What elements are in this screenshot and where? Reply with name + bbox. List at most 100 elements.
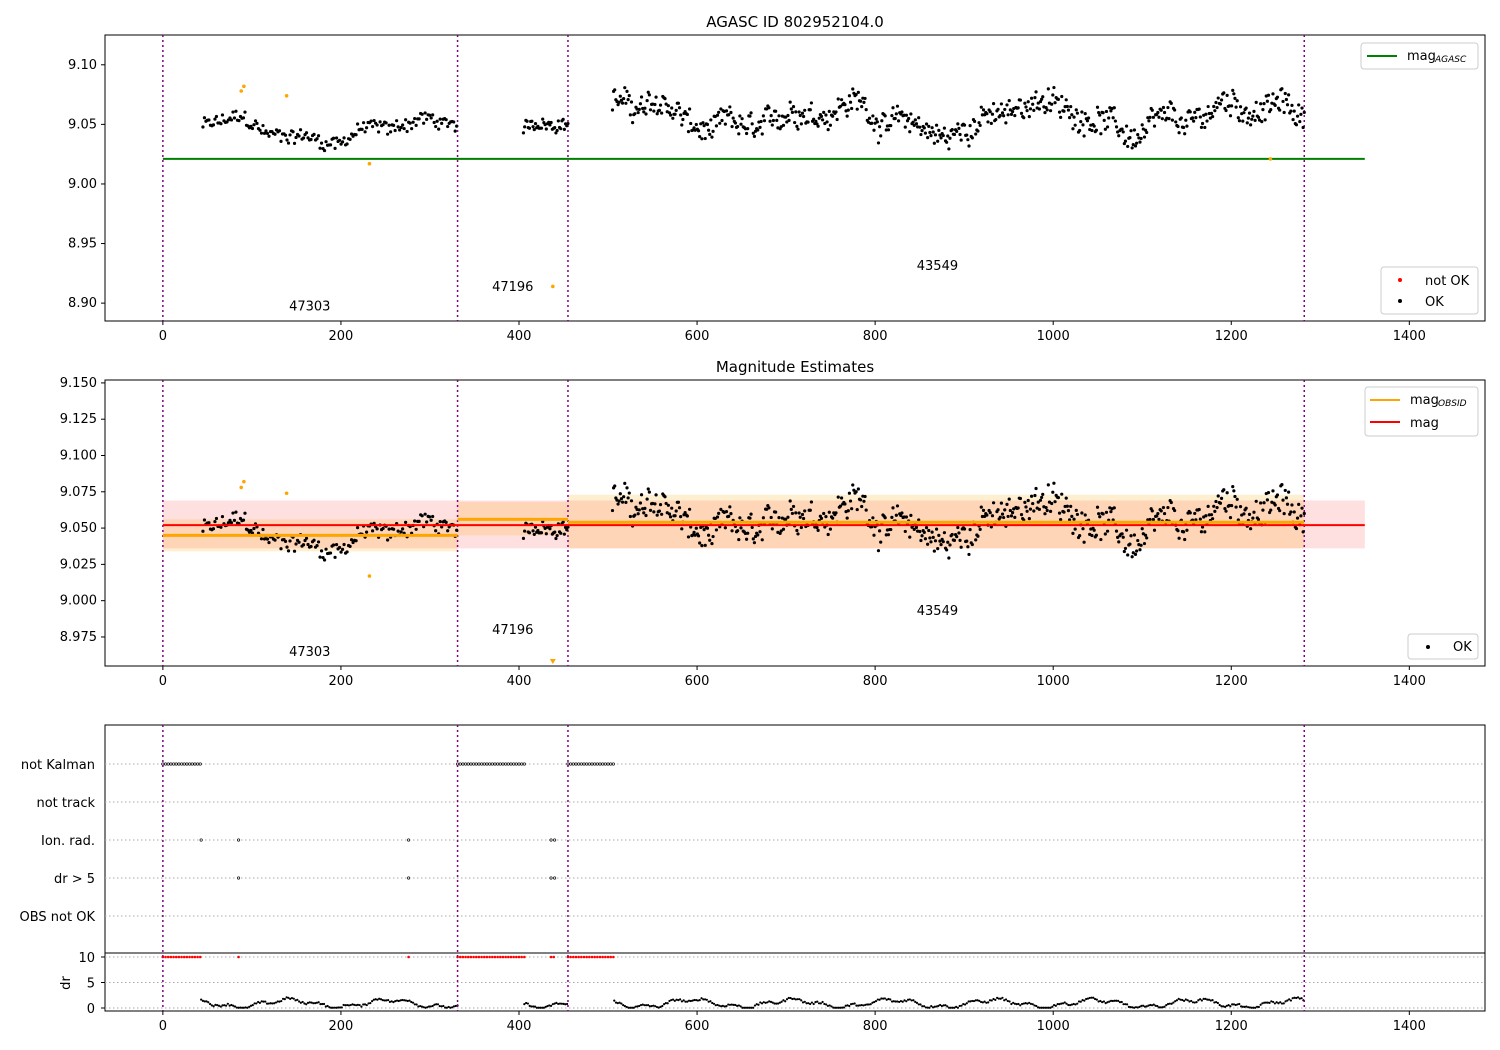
agasc-data-point [777,114,781,118]
agasc-data-point [265,131,270,136]
agasc-data-point [929,134,933,138]
agasc-data-point [527,126,532,130]
dr-point [274,1001,278,1004]
dr-point [1104,1002,1107,1005]
dr-point [273,1002,276,1005]
dr-point [1231,1003,1234,1006]
flag-marker [549,876,553,880]
agasc-data-point [724,109,729,113]
dr-point [963,1003,967,1006]
agasc-data-point [395,119,399,123]
agasc-data-point [624,101,628,105]
agasc-data-point [1283,91,1287,96]
dr-point [839,1006,842,1009]
dr-point [216,1004,219,1007]
dr-point [645,1004,648,1007]
dr-clipped-marker [237,955,240,959]
agasc-data-point [1254,100,1258,104]
agasc-data-point [1262,102,1266,106]
dr-point [419,1004,422,1008]
agasc-data-point [908,130,912,134]
magnitude-data-point [1016,506,1020,510]
agasc-data-point [988,110,992,114]
agasc-data-point [850,106,854,111]
dr-point [411,1001,415,1004]
dr-clipped-marker [482,955,486,959]
dr-point [860,1003,863,1007]
magnitude-data-point [750,525,754,530]
dr-point [885,998,888,1001]
agasc-data-point [1289,109,1293,113]
agasc-flagged-point [242,84,246,89]
dr-point [1284,1000,1287,1003]
dr-point [210,1004,213,1007]
agasc-data-point [1241,119,1245,123]
dr-point [1109,999,1113,1002]
magnitude-data-point [900,511,904,515]
agasc-data-point [446,124,450,129]
dr-point [723,1005,726,1008]
magnitude-data-point [627,491,631,495]
dr-point [535,1006,538,1009]
agasc-data-point [748,114,752,118]
agasc-data-point [660,111,664,115]
agasc-data-point [1253,118,1257,122]
agasc-data-point [950,127,954,132]
dr-point [239,1006,242,1009]
magnitude-data-point [1133,552,1138,556]
agasc-data-point [1224,108,1228,113]
magnitude-data-point [708,538,712,542]
dr-point [296,998,299,1001]
magnitude-data-point [912,527,916,531]
magnitude-data-point [919,538,923,543]
agasc-data-point [880,119,884,123]
agasc-data-point [736,124,740,129]
flag-marker [174,762,178,766]
dr-point [962,1002,965,1006]
agasc-data-point [784,115,788,119]
flag-row-label: not track [36,796,95,811]
dr-clipped-marker [590,955,594,959]
flag-marker [553,876,557,880]
agasc-data-point [673,112,677,116]
agasc-data-point [1078,128,1082,133]
magnitude-data-point [265,537,270,541]
dr-point [641,1003,644,1006]
magnitude-data-point [243,511,247,515]
agasc-data-point [1050,102,1054,106]
dr-point [809,1002,812,1006]
agasc-data-point [729,110,733,115]
magnitude-data-point [855,507,859,512]
magnitude-data-point [1136,538,1140,543]
dr-point [264,1000,267,1003]
dr-point [562,1002,565,1005]
agasc-data-point [1043,110,1047,115]
dr-point [537,1006,540,1009]
magnitude-data-point [872,533,876,537]
dr-point [217,1004,221,1007]
magnitude-data-point [1048,509,1053,513]
dr-point [876,998,879,1001]
agasc-data-point [1160,117,1164,121]
magnitude-data-point [679,515,683,519]
magnitude-data-point [976,534,980,538]
agasc-data-point [1107,116,1111,120]
dr-point [370,1000,374,1003]
magnitude-data-point [941,540,945,544]
agasc-data-point [364,126,369,130]
magnitude-data-point [879,540,883,544]
flag-marker [520,762,524,766]
dr-point [1036,1006,1040,1009]
dr-point [1108,1000,1111,1003]
dr-point [346,1003,349,1007]
dr-point [1045,1006,1049,1009]
agasc-data-point [1147,119,1151,123]
dr-point [942,1004,945,1007]
dr-point [743,1006,746,1009]
magnitude-data-point [554,536,558,541]
magnitude-data-point [846,509,850,513]
agasc-data-point [1138,140,1142,144]
dr-point [415,1003,418,1006]
magnitude-data-point [795,528,799,533]
dr-point [1125,1003,1129,1006]
